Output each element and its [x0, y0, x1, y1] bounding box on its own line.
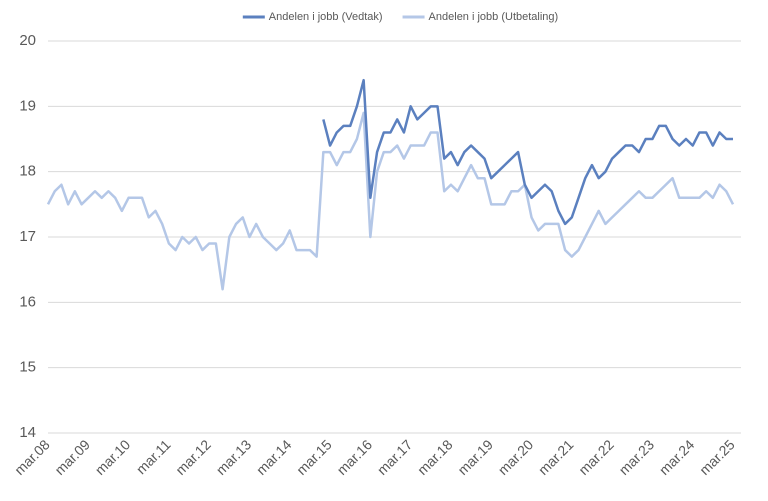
legend: Andelen i jobb (Vedtak) Andelen i jobb (U…	[242, 11, 559, 23]
x-tick-label: mar.22	[575, 436, 617, 478]
x-tick-label: mar.18	[414, 436, 456, 478]
y-tick-label: 18	[19, 163, 36, 180]
x-tick-label: mar.15	[293, 436, 335, 478]
x-tick-label: mar.08	[11, 436, 53, 478]
x-tick-label: mar.12	[172, 436, 214, 478]
x-tick-label: mar.10	[92, 436, 134, 478]
x-tick-label: mar.09	[51, 436, 93, 478]
legend-label: Andelen i jobb (Utbetaling)	[429, 11, 559, 23]
legend-label: Andelen i jobb (Vedtak)	[269, 11, 383, 23]
y-tick-label: 16	[19, 293, 36, 310]
x-tick-label: mar.25	[696, 436, 738, 478]
x-tick-label: mar.11	[133, 436, 174, 477]
series-line	[322, 78, 733, 226]
x-tick-label: mar.24	[656, 436, 698, 478]
y-tick-label: 17	[19, 228, 36, 245]
x-tick-label: mar.14	[253, 436, 295, 478]
series-line	[46, 111, 735, 291]
y-tick-label: 19	[19, 97, 36, 114]
y-tick-label: 20	[19, 32, 36, 49]
y-tick-label: 15	[19, 359, 36, 376]
x-tick-label: mar.20	[495, 436, 537, 478]
x-tick-label: mar.17	[374, 436, 416, 478]
x-tick-label: mar.23	[616, 436, 658, 478]
x-tick-label: mar.16	[334, 436, 376, 478]
y-tick-label: 14	[19, 424, 36, 441]
x-tick-label: mar.19	[454, 436, 496, 478]
x-tick-label: mar.13	[213, 436, 255, 478]
x-tick-label: mar.21	[535, 436, 577, 478]
